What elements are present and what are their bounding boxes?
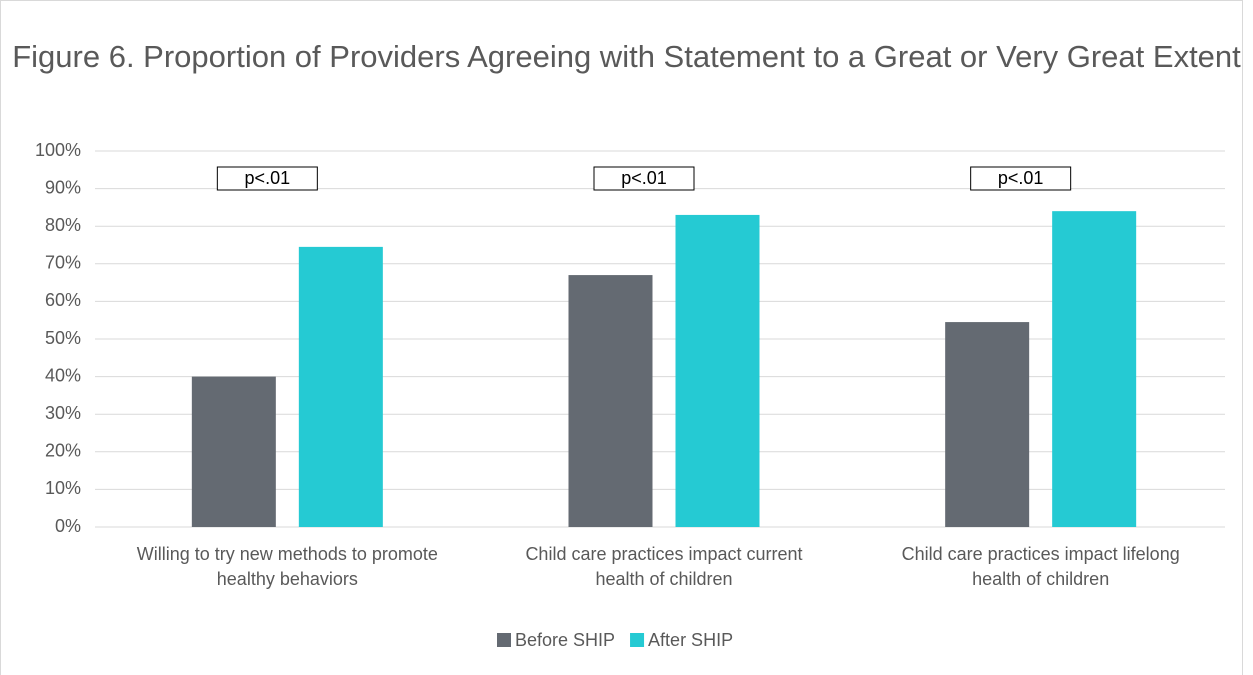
y-tick-label: 40% bbox=[45, 365, 81, 385]
bar bbox=[675, 214, 760, 528]
y-tick-label: 100% bbox=[35, 140, 81, 160]
y-tick-label: 10% bbox=[45, 478, 81, 498]
y-tick-label: 20% bbox=[45, 441, 81, 461]
y-tick-label: 90% bbox=[45, 177, 81, 197]
y-tick-label: 50% bbox=[45, 328, 81, 348]
annotation-box bbox=[970, 166, 1072, 191]
bar bbox=[298, 246, 383, 527]
bar bbox=[945, 322, 1030, 527]
y-tick-label: 80% bbox=[45, 215, 81, 235]
chart-title: Figure 6. Proportion of Providers Agreei… bbox=[12, 39, 1241, 74]
annotation: p<.01 bbox=[245, 168, 291, 188]
bar bbox=[191, 376, 276, 527]
legend-swatch bbox=[497, 633, 511, 647]
legend-label: After SHIP bbox=[648, 630, 733, 650]
y-tick-label: 60% bbox=[45, 290, 81, 310]
annotation: p<.01 bbox=[998, 168, 1044, 188]
x-tick-label: Child care practices impact current heal… bbox=[525, 544, 803, 589]
bar bbox=[568, 275, 653, 527]
x-tick-label: Willing to try new methods to promote he… bbox=[136, 544, 438, 589]
y-tick-label: 70% bbox=[45, 253, 81, 273]
legend-label: Before SHIP bbox=[515, 630, 615, 650]
bar bbox=[1052, 211, 1137, 527]
x-tick-label: Child care practices impact lifelong hea… bbox=[901, 544, 1180, 589]
y-tick-label: 0% bbox=[55, 516, 81, 536]
annotation-box bbox=[593, 166, 695, 191]
y-tick-label: 30% bbox=[45, 403, 81, 423]
annotation-box bbox=[216, 166, 318, 191]
legend-swatch bbox=[630, 633, 645, 647]
annotation: p<.01 bbox=[621, 168, 667, 188]
